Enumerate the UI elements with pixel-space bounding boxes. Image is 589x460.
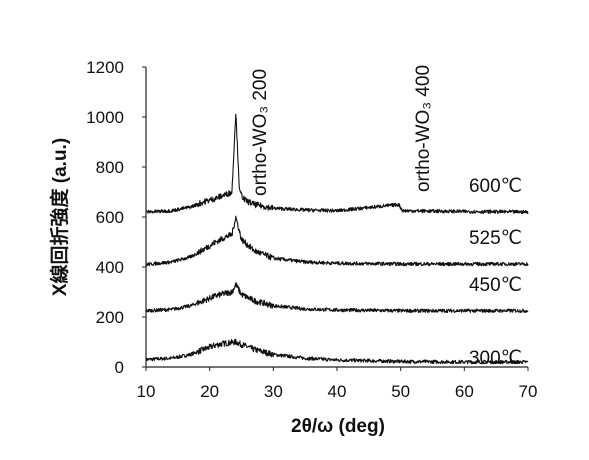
peak-annotation-1: ortho-WO₃ 400 xyxy=(413,65,434,192)
y-tick-label: 0 xyxy=(115,358,124,377)
series-label-3: 600℃ xyxy=(469,176,522,197)
x-tick-label: 70 xyxy=(519,382,538,401)
x-tick-label: 40 xyxy=(328,382,347,401)
y-tick-label: 400 xyxy=(96,258,124,277)
y-axis-ticks: 0 200 400 600 800 1000 1200 xyxy=(86,58,146,377)
x-tick-label: 20 xyxy=(200,382,219,401)
series-label-1: 450℃ xyxy=(469,275,522,296)
y-tick-label: 1200 xyxy=(86,58,124,77)
series-line-2 xyxy=(145,215,529,267)
series-labels: 300℃ 450℃ 525℃ 600℃ xyxy=(469,176,522,369)
y-tick-label: 1000 xyxy=(86,108,124,127)
x-axis-ticks: 10 20 30 40 50 60 70 xyxy=(137,367,538,401)
series-traces xyxy=(145,113,529,365)
x-tick-label: 60 xyxy=(455,382,474,401)
x-tick-label: 30 xyxy=(264,382,283,401)
y-tick-label: 200 xyxy=(96,308,124,327)
series-label-2: 525℃ xyxy=(469,228,522,249)
series-label-0: 300℃ xyxy=(469,348,522,369)
y-axis-title: X線回折強度 (a.u.) xyxy=(48,138,71,296)
y-tick-label: 800 xyxy=(96,158,124,177)
y-tick-label: 600 xyxy=(96,208,124,227)
series-line-0 xyxy=(145,338,529,365)
axes xyxy=(145,67,528,368)
x-tick-label: 10 xyxy=(137,382,156,401)
series-line-1 xyxy=(145,282,529,314)
x-axis-title: 2θ/ω (deg) xyxy=(291,416,385,437)
peak-annotations: ortho-WO₃ 200 ortho-WO₃ 400 xyxy=(250,65,434,196)
x-tick-label: 50 xyxy=(391,382,410,401)
series-line-3 xyxy=(145,113,529,215)
peak-annotation-0: ortho-WO₃ 200 xyxy=(250,69,271,196)
